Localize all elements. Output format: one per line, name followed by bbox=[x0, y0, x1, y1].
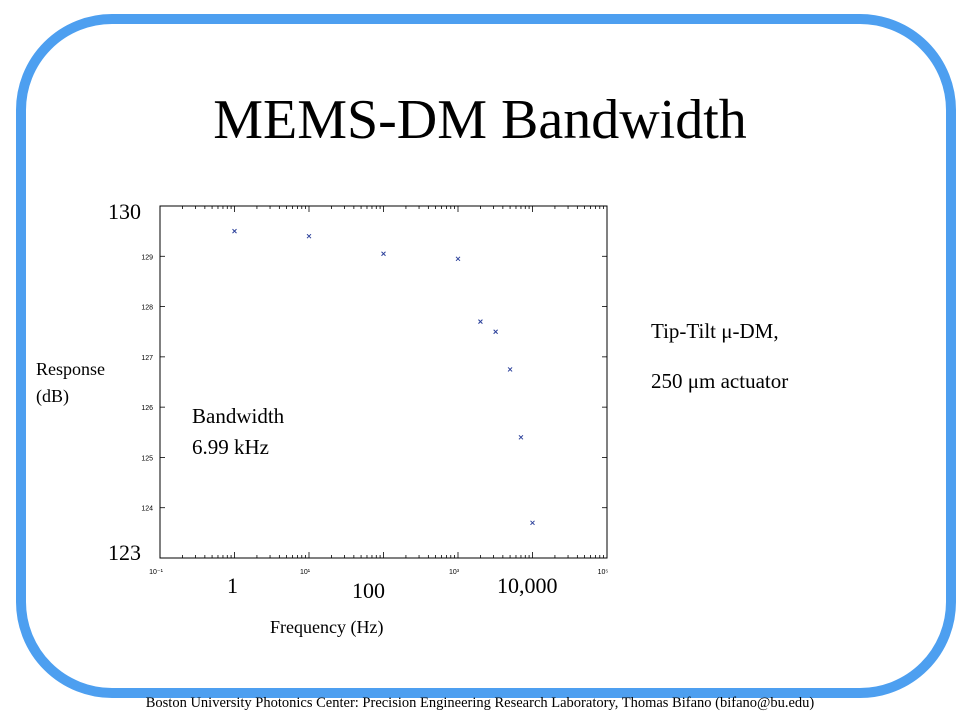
x-tick-label-10000: 10,000 bbox=[497, 573, 558, 598]
data-point bbox=[306, 233, 312, 239]
data-point bbox=[455, 256, 461, 262]
x-tick-label-100: 100 bbox=[352, 578, 385, 603]
x-small-tick-label: 10³ bbox=[449, 569, 460, 576]
y-small-tick-label: 128 bbox=[141, 305, 153, 312]
data-point bbox=[478, 319, 483, 325]
y-axis-min-label: 123 bbox=[108, 540, 141, 565]
slide-title: MEMS-DM Bandwidth bbox=[213, 89, 747, 151]
x-tick-label-1: 1 bbox=[227, 573, 238, 598]
data-point bbox=[507, 367, 513, 372]
bandwidth-annotation-line1: Bandwidth bbox=[192, 404, 285, 428]
data-point bbox=[530, 520, 535, 526]
x-small-tick-label: 10⁻¹ bbox=[149, 569, 163, 576]
data-point bbox=[518, 434, 524, 440]
y-axis-label-line2: (dB) bbox=[36, 386, 69, 406]
slide-border bbox=[16, 14, 956, 698]
data-point bbox=[493, 329, 498, 335]
bandwidth-annotation-line2: 6.99 kHz bbox=[192, 435, 269, 459]
data-point bbox=[381, 251, 386, 257]
x-small-tick-label: 10¹ bbox=[300, 569, 311, 576]
x-axis-label: Frequency (Hz) bbox=[270, 617, 384, 637]
y-small-tick-label: 129 bbox=[141, 254, 153, 261]
device-note-line2: 250 μm actuator bbox=[651, 369, 789, 393]
y-small-tick-label: 127 bbox=[141, 355, 153, 362]
y-axis-label-line1: Response bbox=[36, 359, 105, 379]
y-small-tick-label: 124 bbox=[141, 506, 153, 513]
device-note-line1: Tip-Tilt μ-DM, bbox=[651, 319, 779, 343]
y-small-tick-label: 126 bbox=[141, 405, 153, 412]
x-small-tick-label: 10⁵ bbox=[598, 569, 609, 576]
y-small-tick-label: 125 bbox=[141, 455, 153, 462]
y-axis-max-label: 130 bbox=[108, 199, 141, 224]
data-point bbox=[232, 228, 237, 234]
plot-frame bbox=[159, 205, 608, 559]
footer-credit: Boston University Photonics Center: Prec… bbox=[145, 695, 815, 711]
